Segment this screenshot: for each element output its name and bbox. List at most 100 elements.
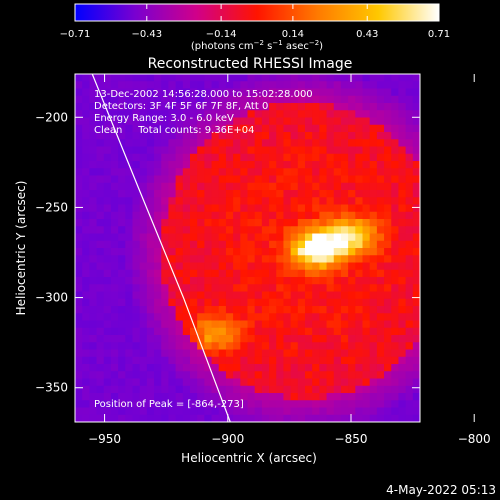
- heatmap-cell: [154, 124, 162, 133]
- heatmap-cell: [75, 356, 83, 365]
- heatmap-cell: [348, 139, 356, 148]
- x-axis-label: Heliocentric X (arcsec): [181, 451, 317, 465]
- heatmap-cell: [146, 414, 155, 422]
- heatmap-cell: [376, 400, 385, 409]
- heatmap-cell: [75, 146, 83, 155]
- heatmap-cell: [190, 211, 198, 220]
- heatmap-cell: [125, 233, 134, 242]
- heatmap-cell: [82, 211, 90, 220]
- heatmap-cell: [319, 132, 328, 140]
- heatmap-cell: [175, 132, 184, 140]
- heatmap-cell: [168, 110, 177, 119]
- heatmap-cell: [204, 74, 213, 82]
- heatmap-cell: [75, 400, 83, 409]
- heatmap-cell: [103, 88, 112, 97]
- heatmap-cell: [168, 182, 177, 191]
- heatmap-cell: [261, 240, 270, 249]
- heatmap-cell: [161, 414, 170, 422]
- heatmap-cell: [276, 385, 285, 394]
- heatmap-cell: [190, 88, 198, 97]
- heatmap-cell: [82, 371, 90, 380]
- heatmap-cell: [190, 255, 198, 264]
- heatmap-cell: [154, 132, 162, 140]
- heatmap-cell: [168, 226, 177, 235]
- heatmap-cell: [297, 335, 306, 343]
- heatmap-cell: [146, 219, 155, 227]
- heatmap-cell: [75, 175, 83, 184]
- heatmap-cell: [276, 400, 285, 409]
- heatmap-cell: [103, 342, 112, 351]
- heatmap-cell: [75, 313, 83, 322]
- heatmap-cell: [168, 168, 177, 177]
- heatmap-cell: [340, 124, 349, 133]
- heatmap-cell: [118, 342, 126, 351]
- heatmap-cell: [261, 371, 270, 380]
- heatmap-cell: [254, 211, 263, 220]
- heatmap-cell: [96, 81, 105, 90]
- heatmap-cell: [384, 139, 392, 148]
- heatmap-cell: [254, 255, 263, 264]
- heatmap-cell: [326, 327, 335, 336]
- heatmap-cell: [348, 298, 356, 307]
- heatmap-cell: [82, 132, 90, 140]
- heatmap-cell: [233, 211, 241, 220]
- heatmap-cell: [154, 211, 162, 220]
- heatmap-cell: [340, 342, 349, 351]
- heatmap-cell: [175, 197, 184, 206]
- heatmap-cell: [125, 204, 134, 213]
- heatmap-cell: [82, 95, 90, 104]
- heatmap-cell: [218, 139, 227, 148]
- heatmap-cell: [276, 298, 285, 307]
- heatmap-cell: [110, 378, 119, 387]
- heatmap-cell: [405, 117, 414, 126]
- heatmap-cell: [412, 327, 420, 336]
- heatmap-cell: [89, 168, 98, 177]
- heatmap-cell: [247, 313, 256, 322]
- heatmap-cell: [283, 349, 292, 358]
- heatmap-cell: [125, 132, 134, 140]
- heatmap-cell: [305, 132, 313, 140]
- heatmap-cell: [362, 211, 371, 220]
- heatmap-cell: [254, 335, 263, 343]
- heatmap-cell: [139, 255, 148, 264]
- heatmap-cell: [82, 378, 90, 387]
- heatmap-cell: [218, 414, 227, 422]
- heatmap-cell: [204, 400, 213, 409]
- heatmap-cell: [261, 81, 270, 90]
- heatmap-cell: [254, 248, 263, 256]
- heatmap-cell: [384, 81, 392, 90]
- heatmap-cell: [225, 226, 234, 235]
- heatmap-cell: [75, 103, 83, 111]
- y-tick-label: −250: [35, 200, 68, 214]
- heatmap-cell: [254, 385, 263, 394]
- heatmap-cell: [384, 356, 392, 365]
- heatmap-cell: [326, 153, 335, 162]
- heatmap-cell: [125, 342, 134, 351]
- heatmap-cell: [297, 211, 306, 220]
- heatmap-cell: [398, 269, 407, 278]
- heatmap-cell: [305, 190, 313, 198]
- heatmap-cell: [254, 298, 263, 307]
- heatmap-cell: [225, 233, 234, 242]
- heatmap-cell: [369, 233, 378, 242]
- heatmap-cell: [312, 291, 320, 300]
- heatmap-cell: [276, 327, 285, 336]
- heatmap-cell: [340, 226, 349, 235]
- heatmap-cell: [297, 378, 306, 387]
- heatmap-cell: [110, 190, 119, 198]
- heatmap-cell: [197, 88, 205, 97]
- heatmap-cell: [139, 74, 148, 82]
- heatmap-cell: [82, 219, 90, 227]
- heatmap-cell: [197, 393, 205, 401]
- heatmap-cell: [168, 335, 177, 343]
- heatmap-cell: [146, 110, 155, 119]
- axis-ticks: −950 −900 −850 −800−200−250−300−350: [35, 74, 491, 446]
- heatmap-cell: [204, 182, 213, 191]
- heatmap-cell: [204, 110, 213, 119]
- heatmap-cell: [233, 95, 241, 104]
- heatmap-cell: [132, 139, 141, 148]
- heatmap-cell: [348, 233, 356, 242]
- heatmap-cell: [125, 190, 134, 198]
- heatmap-cell: [412, 400, 420, 409]
- heatmap-cell: [161, 364, 170, 372]
